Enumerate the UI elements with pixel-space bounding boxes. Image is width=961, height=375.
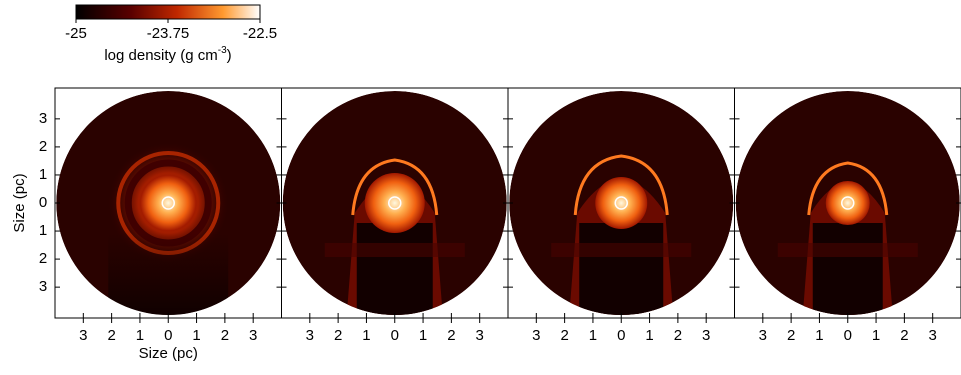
lower-band: [325, 243, 465, 257]
x-tick-label: 1: [872, 327, 880, 344]
x-tick-label: 2: [107, 327, 115, 344]
x-tick-label: 2: [447, 327, 455, 344]
x-tick-label: 1: [192, 327, 200, 344]
x-tick-label: 2: [221, 327, 229, 344]
x-tick-label: 2: [560, 327, 568, 344]
colorbar-tick-label: -25: [65, 25, 87, 42]
x-tick-label: 3: [79, 327, 87, 344]
shadow: [813, 223, 883, 323]
x-tick-label: 0: [391, 327, 399, 344]
y-tick-label: 0: [39, 194, 47, 211]
x-tick-label: 1: [645, 327, 653, 344]
colorbar-tick-label: -22.5: [243, 25, 277, 42]
x-tick-label: 3: [759, 327, 767, 344]
x-tick-label: 0: [617, 327, 625, 344]
x-tick-label: 1: [589, 327, 597, 344]
core: [365, 173, 425, 233]
x-tick-label: 3: [249, 327, 257, 344]
shadow: [108, 233, 228, 323]
core: [595, 177, 647, 229]
x-tick-label: 1: [362, 327, 370, 344]
x-axis-label: Size (pc): [139, 345, 198, 362]
x-tick-label: 2: [674, 327, 682, 344]
colorbar-tick-label: -23.75: [147, 25, 190, 42]
x-tick-label: 3: [532, 327, 540, 344]
x-tick-label: 3: [306, 327, 314, 344]
x-tick-label: 3: [476, 327, 484, 344]
colorbar-label: log density (g cm-3): [104, 45, 231, 64]
density-image: [509, 91, 733, 323]
x-tick-label: 2: [787, 327, 795, 344]
x-tick-label: 2: [900, 327, 908, 344]
shadow: [357, 223, 433, 323]
y-tick-label: 2: [39, 138, 47, 155]
y-tick-label: 3: [39, 110, 47, 127]
x-tick-label: 0: [164, 327, 172, 344]
y-tick-label: 1: [39, 222, 47, 239]
x-tick-label: 2: [334, 327, 342, 344]
density-image: [283, 91, 507, 323]
x-tick-label: 3: [702, 327, 710, 344]
shadow: [579, 223, 663, 323]
density-image: [736, 91, 960, 323]
x-tick-label: 1: [136, 327, 144, 344]
lower-band: [551, 243, 691, 257]
y-axis-label: Size (pc): [11, 173, 28, 232]
lower-band: [778, 243, 918, 257]
colorbar: [76, 5, 260, 19]
y-tick-label: 1: [39, 166, 47, 183]
x-tick-label: 3: [929, 327, 937, 344]
y-tick-label: 2: [39, 250, 47, 267]
x-tick-label: 1: [815, 327, 823, 344]
x-tick-label: 0: [844, 327, 852, 344]
core: [140, 175, 196, 231]
density-image: [56, 91, 280, 323]
x-tick-label: 1: [419, 327, 427, 344]
core: [826, 181, 870, 225]
y-tick-label: 3: [39, 278, 47, 295]
